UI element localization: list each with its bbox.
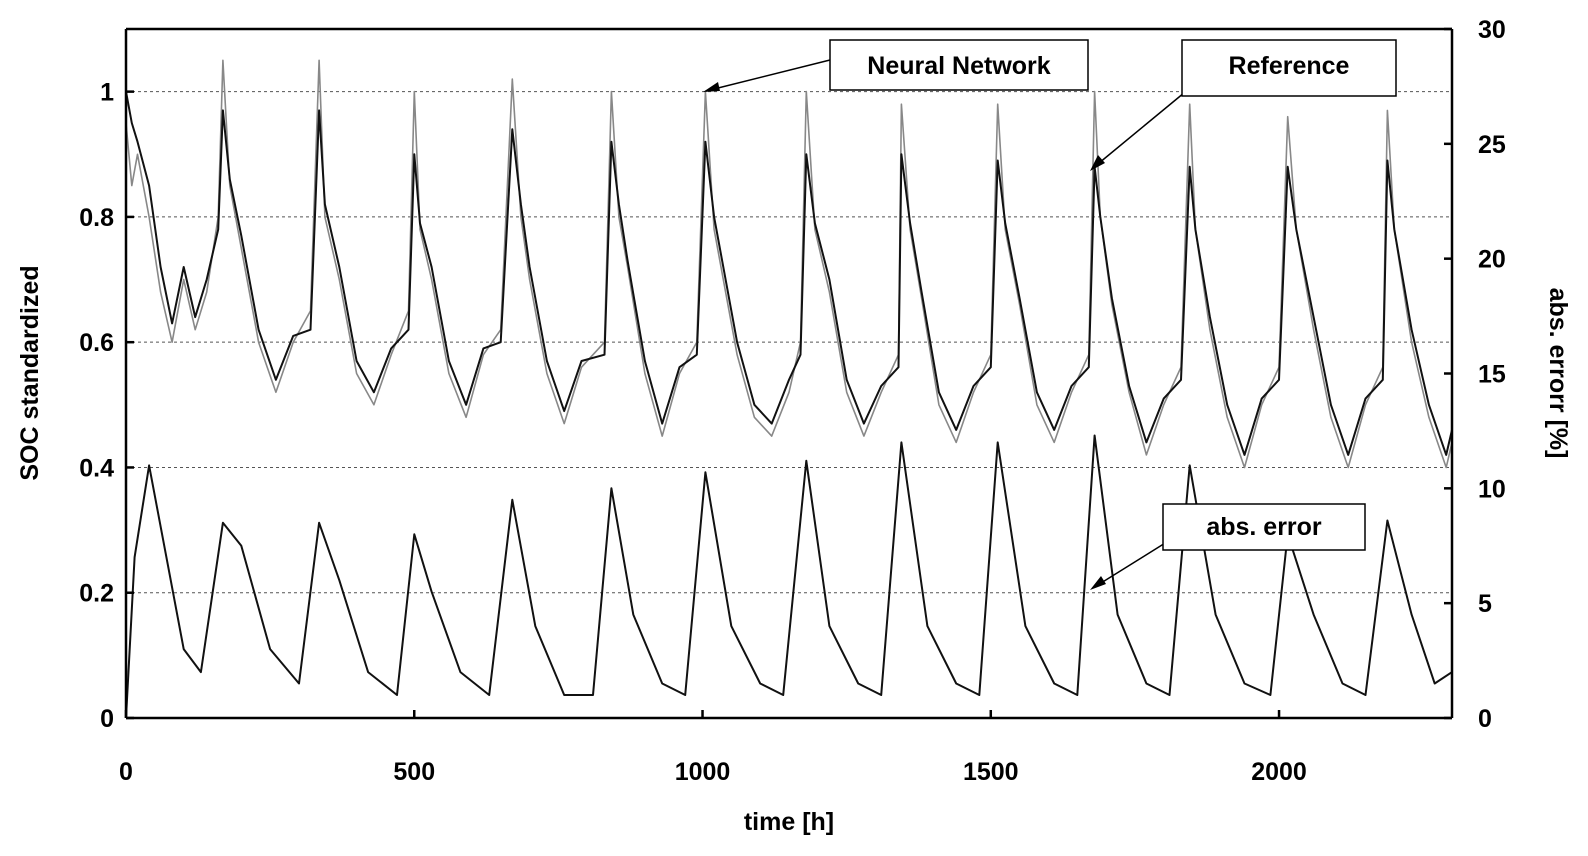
y-left-tick-label: 0 [100, 705, 114, 733]
series-layer [125, 59, 1453, 719]
y-right-tick-label: 20 [1478, 246, 1506, 274]
annotations: Neural Network Reference abs. error [703, 39, 1397, 590]
x-tick-label: 500 [393, 758, 435, 786]
y-right-tick-label: 10 [1478, 475, 1506, 503]
annotation-neural-network: Neural Network [703, 39, 1089, 92]
y-right-tick-label: 25 [1478, 131, 1506, 159]
annotation-abs-error-box [1162, 503, 1366, 551]
annotation-reference-label: Reference [1229, 52, 1350, 80]
annotation-neural-network-arrowhead [703, 82, 720, 92]
series-line-reference [125, 91, 1453, 456]
y-left-tick-label: 0.6 [79, 329, 114, 357]
y-left-tick-label: 0.4 [79, 454, 114, 482]
x-tick-label: 1000 [675, 758, 731, 786]
y-left-tick-label: 1 [100, 79, 114, 107]
y-left-axis-title: SOC standardized [16, 265, 44, 480]
y-left-tick-label: 0.8 [79, 204, 114, 232]
y-right-axis-title: abs. errorr [%] [1544, 288, 1572, 459]
annotation-neural-network-arrow [705, 59, 831, 92]
series-line-abs-error [125, 434, 1453, 719]
y-right-tick-label: 15 [1478, 361, 1506, 389]
x-tick-label: 1500 [963, 758, 1019, 786]
annotation-reference-box [1181, 39, 1397, 97]
x-axis-title: time [h] [744, 808, 834, 836]
y-right-tick-label: 5 [1478, 590, 1492, 618]
annotation-abs-error-label: abs. error [1206, 513, 1322, 541]
y-left-tick-label: 0.2 [79, 580, 114, 608]
x-tick-label: 2000 [1251, 758, 1307, 786]
x-tick-label: 0 [119, 758, 133, 786]
annotation-reference-arrowhead [1090, 155, 1105, 171]
annotation-abs-error: abs. error [1090, 503, 1366, 590]
annotation-reference-arrow [1092, 87, 1191, 169]
annotation-abs-error-arrowhead [1090, 576, 1106, 590]
y-right-tick-label: 30 [1478, 16, 1506, 44]
annotation-reference: Reference [1090, 39, 1397, 171]
annotation-neural-network-label: Neural Network [867, 52, 1050, 80]
annotation-abs-error-arrow [1092, 539, 1171, 589]
axes [124, 27, 1454, 720]
y-right-tick-label: 0 [1478, 705, 1492, 733]
series-line-neural-network [125, 59, 1453, 469]
annotation-neural-network-box [829, 39, 1089, 91]
